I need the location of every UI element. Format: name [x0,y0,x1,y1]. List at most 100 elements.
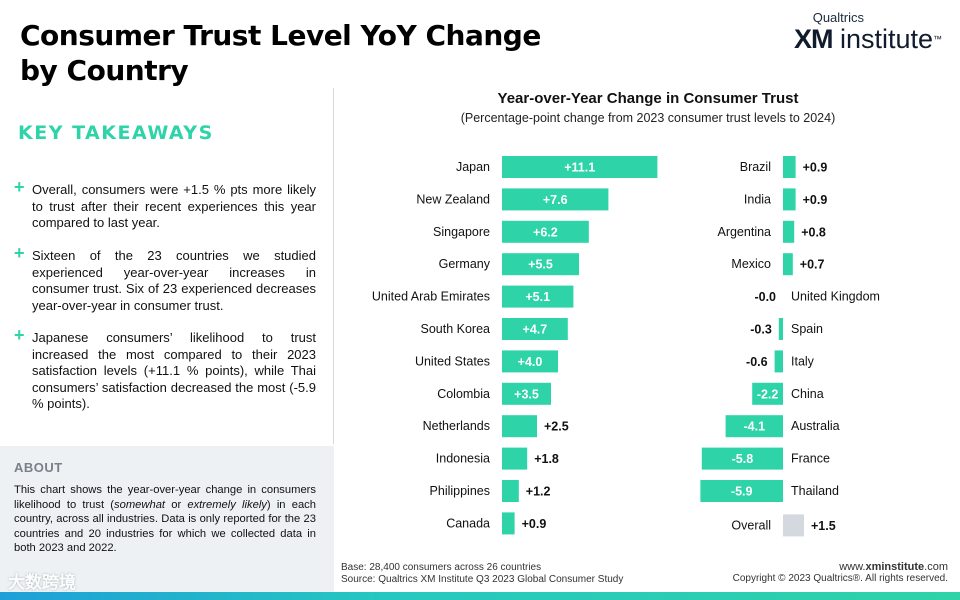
data-label: +0.7 [800,258,825,272]
data-label: -5.8 [732,452,754,466]
takeaway-text: Sixteen of the 23 countries we studied e… [32,248,316,313]
bar [502,156,658,178]
page-title: Consumer Trust Level YoY Change by Count… [20,18,580,88]
about-text-part: or [165,498,188,511]
bar [700,480,783,502]
bar [502,220,589,243]
about-box: ABOUT This chart shows the year-over-yea… [0,446,334,600]
data-label: +1.8 [534,452,559,466]
category-label: United Kingdom [791,290,880,304]
logo-tm: ™ [933,34,942,44]
data-label: +6.2 [533,225,558,239]
footer-source-text: Source: Qualtrics XM Institute Q3 2023 G… [341,574,624,585]
footer-copyright-text: Copyright © 2023 Qualtrics®. All rights … [732,573,948,584]
page-title-line-2: by Country [20,54,189,87]
category-label: Canada [446,516,490,530]
bar [752,382,783,405]
footer-source: Base: 28,400 consumers across 26 countri… [341,562,623,586]
site-suffix: .com [924,561,948,573]
logo-institute: institute [832,24,933,54]
bar [778,318,783,340]
key-takeaways-heading: KEY TAKEAWAYS [18,122,214,144]
takeaway-item: + Japanese consumers’ likelihood to trus… [14,326,316,413]
bar [502,382,551,405]
bar [701,447,783,470]
takeaway-text: Japanese consumers’ likelihood to trust … [32,330,316,411]
bar [783,156,796,178]
category-label: Philippines [430,484,490,498]
bar [502,415,537,438]
data-label: +0.9 [803,193,828,207]
category-label: New Zealand [416,192,490,206]
site-prefix: www. [839,561,866,573]
bar [502,253,579,276]
data-label: +11.1 [564,161,595,175]
data-label: -0.3 [750,323,772,337]
category-label: United Arab Emirates [372,290,490,304]
data-label: +0.8 [801,225,826,239]
category-label: Australia [791,419,840,433]
about-text: This chart shows the year-over-year chan… [14,483,316,556]
logo-xm: XM [793,24,833,54]
data-label: +1.5 [811,519,836,533]
data-label: +1.2 [526,485,551,499]
chart-subtitle: (Percentage-point change from 2023 consu… [460,111,836,125]
bar [502,188,609,211]
category-label: France [791,452,830,466]
data-label: -2.2 [757,387,779,401]
plus-icon: + [14,243,25,263]
about-text-part: This chart shows the year-over-year chan… [14,484,316,511]
about-text-emphasis: extremely likely [187,498,267,511]
bar [502,350,558,373]
category-label: Italy [791,354,815,368]
category-label: Germany [439,257,491,271]
category-label: Mexico [731,257,771,271]
data-label: +5.1 [525,290,550,304]
about-text-part: ) in each country, across all industries… [14,498,316,555]
category-label: Japan [456,160,490,174]
data-label: +3.5 [514,387,539,401]
category-label: Overall [731,518,771,532]
category-label: Thailand [791,484,839,498]
about-text-emphasis: somewhat [114,498,166,511]
site-bold: xminstitute [865,561,925,573]
bar [783,253,793,276]
bar [774,350,783,373]
bar [783,514,804,537]
footer-base: Base: 28,400 consumers across 26 countri… [341,562,542,573]
takeaway-item: + Sixteen of the 23 countries we studied… [14,243,316,314]
data-label: -5.9 [731,485,753,499]
data-label: +2.5 [544,420,569,434]
plus-icon: + [14,177,25,197]
category-label: Singapore [433,225,490,239]
category-label: Colombia [437,387,490,401]
data-label: +4.0 [518,355,543,369]
data-label: -0.0 [754,290,776,304]
data-label: -4.1 [744,420,766,434]
category-label: China [791,387,824,401]
category-label: Brazil [740,160,771,174]
bar [502,318,568,340]
about-heading: ABOUT [14,460,63,475]
footer-website-link[interactable]: www.xminstitute.com [733,561,948,573]
bar [783,220,795,243]
data-label: +0.9 [522,517,547,531]
bar [502,447,528,470]
category-label: India [744,192,771,206]
takeaway-text: Overall, consumers were +1.5 % pts more … [32,182,316,230]
category-label: South Korea [421,322,491,336]
data-label: +5.5 [528,258,553,272]
bar [783,188,796,211]
bar [502,480,519,502]
data-label: +0.9 [803,161,828,175]
data-label: +7.6 [543,193,568,207]
bar [725,415,783,438]
category-label: Argentina [717,225,771,239]
page-title-line-1: Consumer Trust Level YoY Change [20,19,541,52]
chart-title: Year-over-Year Change in Consumer Trust [497,90,799,107]
category-label: United States [415,354,490,368]
key-takeaways-panel: KEY TAKEAWAYS + Overall, consumers were … [0,88,334,444]
watermark: 大数跨境 [8,573,76,592]
category-label: Netherlands [423,419,490,433]
